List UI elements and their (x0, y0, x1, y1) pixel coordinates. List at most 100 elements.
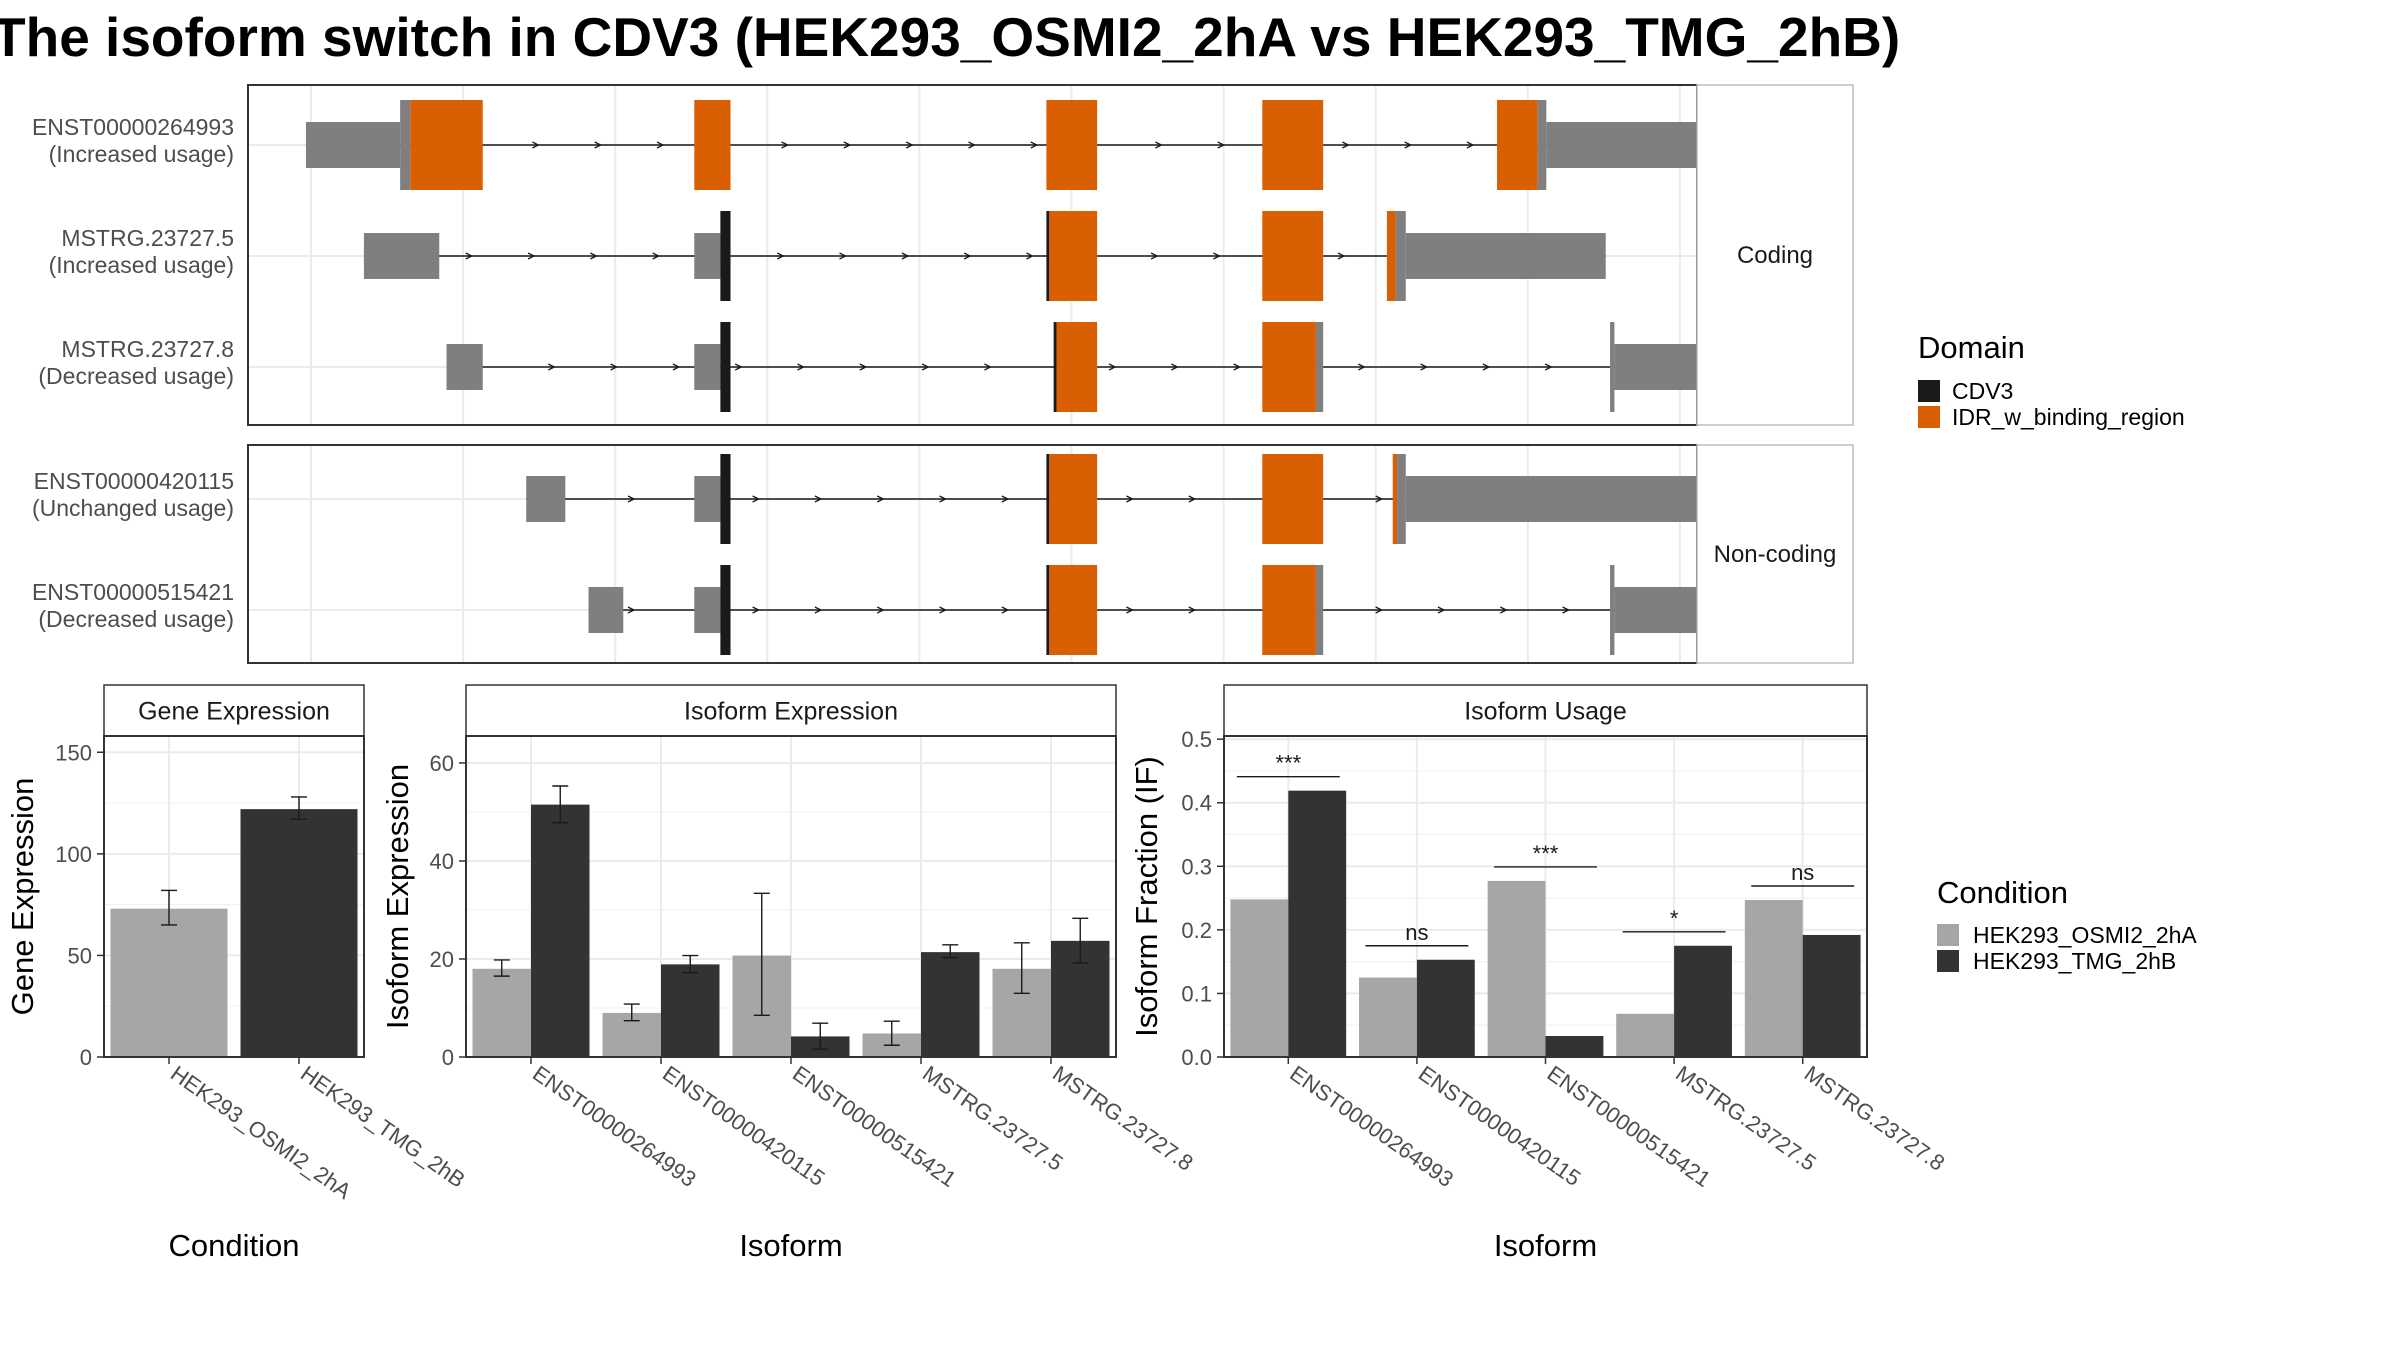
significance-label: ns (1405, 920, 1428, 945)
intron-arrow (814, 606, 823, 614)
intron-arrow (968, 141, 976, 149)
bar (531, 804, 590, 1057)
facet-strip-label: Isoform Usage (1464, 698, 1627, 726)
intron-arrow (1030, 141, 1039, 149)
bar (1288, 790, 1347, 1057)
exon-segment (1046, 565, 1050, 655)
exon-segment (1049, 565, 1098, 655)
facet-strip (1696, 444, 1854, 664)
intron-arrow (1188, 495, 1197, 503)
y-tick-label: 0.3 (1181, 854, 1212, 879)
intron-arrow (1375, 495, 1384, 503)
y-tick-label: 60 (430, 751, 454, 776)
exon-segment (720, 454, 731, 544)
bar (1416, 959, 1475, 1057)
exon-segment (305, 122, 401, 168)
legend-key (1937, 950, 1959, 972)
intron-arrow (1188, 606, 1197, 614)
bar (1545, 1036, 1604, 1057)
y-axis-label: Gene Expression (5, 778, 40, 1016)
exon-segment (526, 476, 566, 522)
exon-segment (1397, 454, 1406, 544)
x-tick-label: MSTRG.23727.8 (1800, 1061, 1950, 1176)
intron-arrow (1482, 363, 1491, 371)
intron-arrow (1437, 606, 1446, 614)
intron-arrow (1108, 363, 1117, 371)
exon-segment (694, 587, 721, 633)
exon-segment (720, 565, 731, 655)
bar (1487, 880, 1546, 1057)
transcript-usage-label: (Decreased usage) (38, 606, 234, 632)
intron-arrow (1342, 141, 1350, 149)
legend-key (1918, 380, 1940, 402)
intron-arrow (590, 252, 598, 260)
exon-segment (1262, 454, 1324, 544)
exon-segment (1056, 322, 1098, 412)
bar (240, 809, 358, 1057)
exon-segment (1262, 100, 1324, 190)
bar (1674, 945, 1732, 1057)
exon-segment (1049, 211, 1098, 301)
intron-arrow (1001, 495, 1010, 503)
intron-arrow (1213, 252, 1221, 260)
legend-label: IDR_w_binding_region (1952, 404, 2185, 430)
bar (1802, 934, 1861, 1057)
x-axis-label: Condition (169, 1228, 300, 1263)
intron-arrow (1357, 363, 1366, 371)
transcript-name-label: ENST00000515421 (32, 579, 234, 605)
y-tick-label: 0.4 (1181, 791, 1212, 816)
exon-segment (694, 100, 731, 190)
intron-arrow (859, 363, 868, 371)
legend-label: HEK293_OSMI2_2hA (1973, 922, 2197, 948)
y-tick-label: 0.5 (1181, 727, 1212, 752)
transcript-name-label: ENST00000264993 (32, 114, 234, 140)
intron-arrow (776, 252, 785, 260)
intron-arrow (1150, 252, 1159, 260)
bar (1616, 1013, 1675, 1057)
exon-segment (1405, 233, 1606, 279)
intron-arrow (532, 141, 540, 149)
exon-segment (588, 587, 624, 633)
exon-segment (1610, 565, 1615, 655)
legend-title: Condition (1937, 875, 2068, 910)
exon-segment (1046, 100, 1098, 190)
exon-segment (446, 344, 483, 390)
exon-segment (400, 100, 411, 190)
intron-arrow (610, 363, 619, 371)
significance-label: ns (1791, 860, 1814, 885)
intron-arrow (627, 495, 636, 503)
intron-arrow (984, 363, 992, 371)
bar (1359, 977, 1417, 1057)
intron-arrow (656, 141, 665, 149)
facet-strip-label: Coding (1737, 242, 1813, 269)
intron-arrow (843, 141, 852, 149)
intron-arrow (627, 606, 636, 614)
bar (661, 964, 720, 1057)
intron-arrow (1155, 141, 1163, 149)
intron-arrow (921, 363, 930, 371)
intron-arrow (901, 252, 910, 260)
bar (921, 952, 980, 1057)
intron-arrow (1233, 363, 1242, 371)
exon-segment (1049, 454, 1098, 544)
bar-panel-border (103, 735, 365, 1058)
isoform-usage-panel: Isoform Usage 0.0 0.1 0.2 0.3 0.4 0.5 Isoform F… (1129, 684, 1950, 1263)
bar (110, 908, 228, 1057)
intron-arrow (1337, 252, 1346, 260)
transcript-usage-label: (Unchanged usage) (32, 495, 234, 521)
intron-arrow (1171, 363, 1179, 371)
exon-segment (694, 344, 721, 390)
legend-key (1918, 406, 1940, 428)
intron-arrow (1126, 495, 1134, 503)
facet-strip (1696, 84, 1854, 426)
exon-segment (1053, 322, 1057, 412)
transcript-name-label: MSTRG.23727.5 (61, 225, 234, 251)
legend-label: CDV3 (1952, 378, 2013, 404)
transcript-usage-label: (Increased usage) (49, 252, 234, 278)
exon-segment (1262, 565, 1316, 655)
y-axis-label: Isoform Fraction (IF) (1129, 756, 1164, 1037)
isoform-expression-panel: Isoform Expression 0 20 40 60 Isoform Express… (380, 684, 1198, 1263)
intron-arrow (1404, 141, 1413, 149)
